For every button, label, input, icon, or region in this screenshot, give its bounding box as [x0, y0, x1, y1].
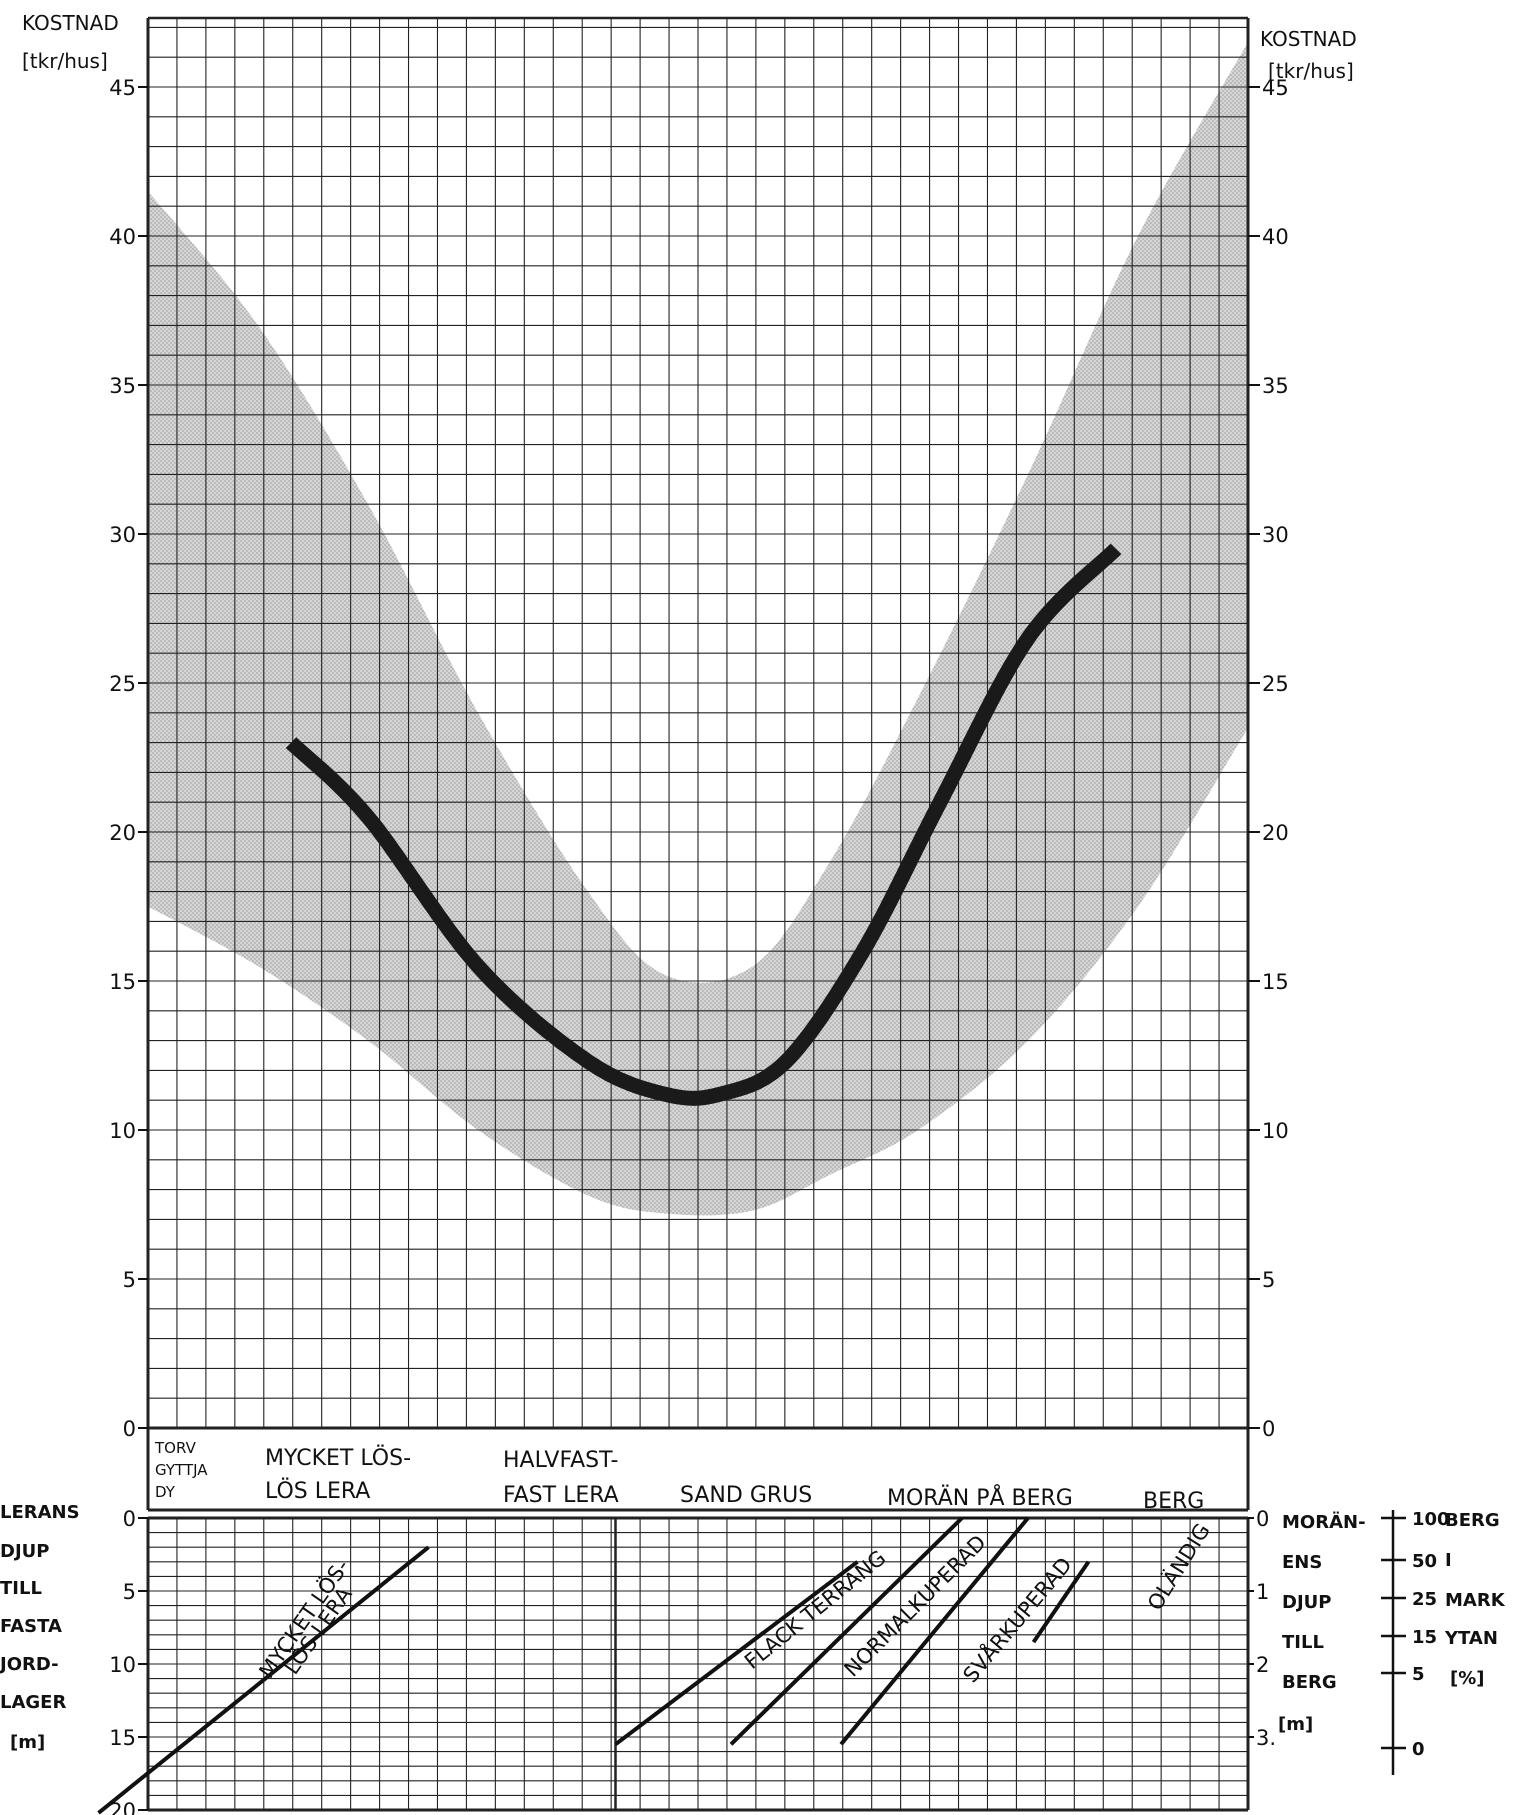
left-tick-label: 30 — [109, 523, 136, 547]
line-svarkuperad — [839, 1516, 1030, 1746]
soil-moran-pa-berg: MORÄN PÅ BERG — [887, 1484, 1073, 1511]
right-tick-label: 15 — [1262, 970, 1289, 994]
left-label-unit: [m] — [10, 1732, 45, 1753]
line-flack-terrang — [614, 1560, 859, 1746]
right-tick-label: 20 — [1262, 821, 1289, 845]
right-label-till: TILL — [1282, 1632, 1324, 1653]
soil-mycket-los-line1: MYCKET LÖS- — [265, 1445, 411, 1471]
line-olandig — [1031, 1560, 1091, 1644]
right-tick-label: 45 — [1262, 76, 1289, 100]
percent-tick-label: 15 — [1412, 1627, 1437, 1648]
tick-labels-layer: 0510152025303540450510152025303540450510… — [109, 76, 1449, 1815]
percent-tick-label: 50 — [1412, 1551, 1437, 1572]
left-tick-label: 35 — [109, 374, 136, 398]
line-label-olandig: OLÄNDIG — [1142, 1519, 1215, 1615]
cost-range-band-layer — [148, 42, 1248, 1216]
lower-left-tick-label: 10 — [109, 1653, 136, 1677]
right-label-ens: ENS — [1282, 1552, 1322, 1573]
left-tick-label: 0 — [123, 1417, 136, 1441]
left-tick-label: 20 — [109, 821, 136, 845]
cost-curve — [285, 543, 1122, 1106]
lower-left-tick-label: 5 — [123, 1580, 136, 1604]
left-axis-unit: [tkr/hus] — [22, 49, 108, 73]
soil-torv-line3: DY — [155, 1483, 176, 1501]
lower-right-tick-label: 1 — [1256, 1580, 1269, 1604]
percent-label-mark: MARK — [1445, 1590, 1506, 1611]
left-tick-label: 5 — [123, 1268, 136, 1292]
right-tick-label: 25 — [1262, 672, 1289, 696]
right-tick-label: 35 — [1262, 374, 1289, 398]
lower-lines-layer — [97, 1516, 1091, 1815]
lower-left-tick-label: 15 — [109, 1726, 136, 1750]
left-label-lager: LAGER — [0, 1692, 66, 1713]
right-label-unit: [m] — [1278, 1714, 1313, 1735]
right-axis-title: KOSTNAD — [1260, 27, 1357, 51]
left-tick-label: 15 — [109, 970, 136, 994]
left-label-lerans: LERANS — [0, 1502, 80, 1523]
cost-range-band — [148, 42, 1248, 1216]
left-tick-label: 40 — [109, 225, 136, 249]
lower-left-tick-label: 20 — [109, 1799, 136, 1815]
left-axis-title: KOSTNAD — [22, 11, 119, 35]
soil-sand-grus: SAND GRUS — [680, 1483, 812, 1508]
left-tick-label: 45 — [109, 76, 136, 100]
soil-mycket-los-line2: LÖS LERA — [265, 1478, 370, 1504]
lower-left-tick-label: 0 — [123, 1507, 136, 1531]
left-label-djup: DJUP — [0, 1541, 49, 1562]
percent-tick-label: 100 — [1412, 1509, 1450, 1530]
soil-halvfast-line1: HALVFAST- — [503, 1448, 619, 1473]
grid-layer — [146, 16, 1250, 1812]
right-label-djup: DJUP — [1282, 1592, 1331, 1613]
line-normalkuperad — [729, 1516, 964, 1746]
right-tick-label: 10 — [1262, 1119, 1289, 1143]
soil-torv-line1: TORV — [154, 1439, 197, 1457]
left-label-jord: JORD- — [0, 1654, 59, 1675]
lower-right-tick-label: 2 — [1256, 1653, 1269, 1677]
left-tick-label: 10 — [109, 1119, 136, 1143]
percent-label-ytan: YTAN — [1444, 1628, 1498, 1649]
lower-right-tick-label: 0 — [1256, 1507, 1269, 1531]
percent-label-i: I — [1445, 1550, 1452, 1571]
cost-curve-layer — [285, 543, 1122, 1106]
right-axis-unit: [tkr/hus] — [1268, 59, 1354, 83]
percent-tick-label: 5 — [1412, 1664, 1425, 1685]
soil-halvfast-line2: FAST LERA — [503, 1483, 619, 1508]
right-tick-label: 30 — [1262, 523, 1289, 547]
lower-right-tick-label: 3. — [1256, 1726, 1276, 1750]
right-label-berg: BERG — [1282, 1672, 1337, 1693]
soil-torv-line2: GYTTJA — [155, 1461, 208, 1479]
right-tick-label: 40 — [1262, 225, 1289, 249]
left-label-fasta: FASTA — [0, 1616, 62, 1637]
soil-berg: BERG — [1143, 1489, 1204, 1514]
line-mycket-los-lera — [97, 1545, 430, 1815]
percent-tick-label: 25 — [1412, 1589, 1437, 1610]
left-tick-label: 25 — [109, 672, 136, 696]
left-label-till: TILL — [0, 1578, 42, 1599]
percent-label-berg: BERG — [1445, 1510, 1500, 1531]
percent-tick-label: 0 — [1412, 1739, 1425, 1760]
right-tick-label: 5 — [1262, 1268, 1275, 1292]
right-tick-label: 0 — [1262, 1417, 1275, 1441]
percent-label-unit: [%] — [1450, 1668, 1485, 1689]
right-label-moran: MORÄN- — [1282, 1511, 1366, 1533]
